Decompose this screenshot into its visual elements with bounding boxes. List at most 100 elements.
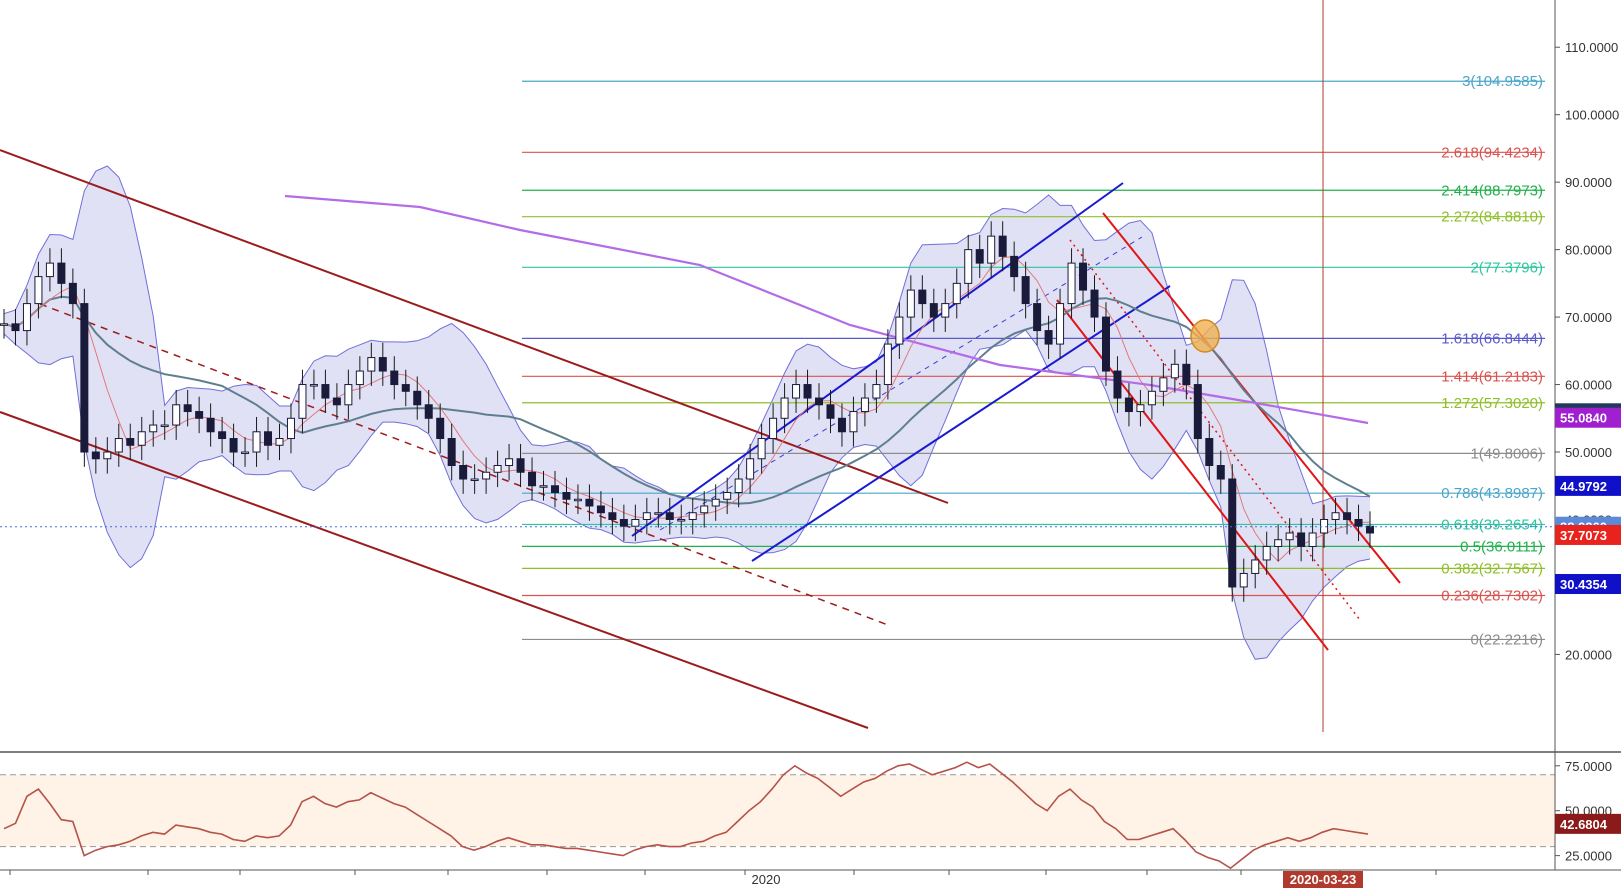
candle-body [1033,303,1042,332]
candlestick [975,234,984,278]
candlestick [137,416,146,461]
candlestick [883,329,892,400]
candlestick [769,403,778,454]
candle-body [1343,512,1352,520]
rsi-tick-label: 75.0000 [1565,759,1612,774]
candlestick [183,389,192,427]
candlestick [941,288,950,332]
candlestick [241,437,250,467]
candle-body [1297,532,1306,547]
candle-body [1010,255,1019,278]
candlestick [596,491,605,528]
candlestick [562,477,571,515]
candle-body [114,438,123,453]
candlestick [252,416,261,467]
candlestick [700,491,709,528]
candlestick [459,450,468,494]
candle-body [780,397,789,419]
candle-body [1182,363,1191,386]
candlestick [516,443,525,488]
candle-body [424,404,433,419]
candlestick [1274,524,1283,562]
candle-body [757,438,766,460]
candle-body [952,282,961,305]
candlestick [792,369,801,413]
candlestick [160,410,169,440]
candlestick [309,369,318,400]
candle-body [837,417,846,433]
price-badge-label: 30.4354 [1560,577,1608,592]
rsi-band-fill [0,774,1555,847]
candlestick [1262,531,1271,575]
candle-body [872,384,881,399]
candle-body [998,235,1007,257]
fib-level-label: 0.786(43.8987) [1441,485,1543,502]
candle-body [516,458,525,473]
candlestick [482,457,491,494]
candle-body [1044,330,1053,345]
candle-body [792,384,801,399]
candlestick [746,443,755,494]
candle-body [1366,525,1374,534]
candle-body [803,384,812,399]
candlestick [1251,545,1260,589]
price-tick-label: 70.0000 [1565,310,1612,325]
candle-body [447,438,456,467]
fib-level-label: 2.414(88.7973) [1441,182,1543,199]
candle-body [68,282,77,305]
candle-body [459,465,468,480]
candlestick [1297,518,1306,562]
slow-moving-average [3,295,1371,505]
candlestick [91,437,100,474]
candlestick [837,403,846,447]
candle-body [1159,377,1168,392]
candle-body [619,518,628,527]
candle-body [1205,438,1214,467]
price-badge-label: 37.7073 [1560,528,1607,543]
trend-line [751,285,1171,562]
fibonacci-labels: 3(104.9585) 2.618(94.4234) 2.414(88.7973) 2… [1441,73,1543,648]
candlestick [1124,383,1133,427]
candle-body [677,518,686,522]
candle-body [1285,532,1294,541]
candle-body [700,505,709,514]
candlestick [229,423,238,467]
candlestick [1239,558,1248,602]
candle-body [826,404,835,419]
candle-body [1136,404,1145,413]
candle-body [183,404,192,413]
candlestick [413,376,422,420]
moving-averages [3,194,1371,563]
candle-body [573,498,582,502]
bollinger-lower [3,329,1371,660]
candle-body [80,303,89,453]
candlestick [195,396,204,434]
candle-body [286,417,295,440]
candle-body [505,458,514,467]
candlestick [22,288,31,346]
candle-body [1216,465,1225,480]
candle-body [1124,397,1133,413]
candle-body [413,390,422,406]
candle-body [332,397,341,406]
candlestick [918,275,927,319]
candle-body [883,343,892,386]
fib-level-label: 3(104.9585) [1462,73,1543,90]
fibonacci-levels [522,80,1545,641]
candlestick [734,464,743,508]
price-badges: 55.739855.084044.979238.926037.707330.43… [1555,403,1621,834]
candlestick [1056,288,1065,359]
candle-body [1331,512,1340,520]
candlestick [642,497,651,535]
candlestick [321,369,330,413]
candlestick [929,288,938,332]
candlestick [665,497,674,535]
candlestick [528,457,537,501]
candle-body [57,262,66,284]
candlestick [803,369,812,413]
candlestick [1182,349,1191,400]
candle-body [264,431,273,446]
price-badge [1555,475,1621,496]
candlestick [654,497,663,528]
